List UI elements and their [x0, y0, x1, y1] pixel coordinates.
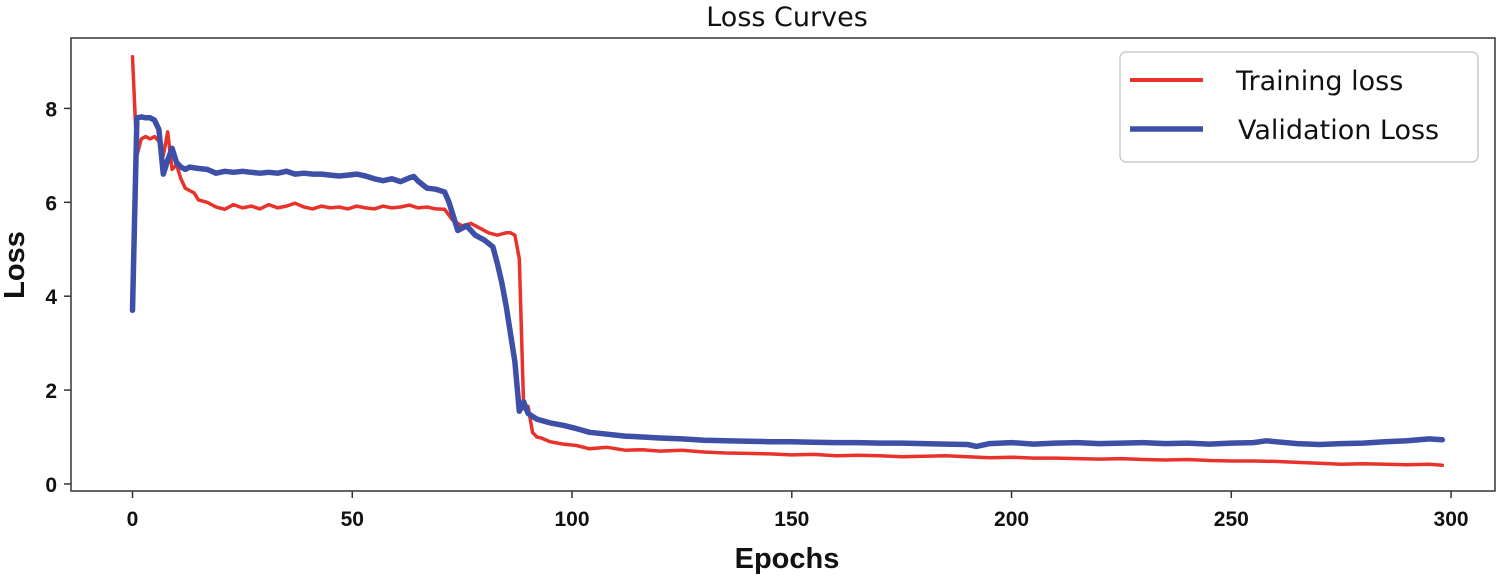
y-tick-label: 0	[45, 474, 57, 497]
legend-box	[1119, 51, 1479, 163]
y-tick-label: 8	[45, 98, 57, 121]
x-tick-label: 250	[1214, 508, 1249, 531]
x-tick-label: 200	[994, 508, 1029, 531]
legend-label-validation-loss: Validation Loss	[1238, 115, 1439, 146]
x-tick-label: 100	[555, 508, 590, 531]
y-tick-label: 4	[45, 286, 57, 309]
x-axis-label: Epochs	[735, 543, 840, 575]
axis-ticks: 0 50 100 150 200 250 300 0 2 4 6 8	[45, 98, 1468, 531]
x-tick-label: 300	[1434, 508, 1469, 531]
x-tick-label: 150	[774, 508, 809, 531]
y-tick-label: 2	[45, 380, 57, 403]
x-tick-label: 0	[127, 508, 139, 531]
series-line-training-loss	[130, 55, 1445, 467]
series-line-validation-loss	[129, 114, 1446, 450]
x-tick-label: 50	[341, 508, 364, 531]
y-tick-label: 6	[45, 192, 57, 215]
legend-label-training-loss: Training loss	[1235, 66, 1403, 97]
y-axis-label: Loss	[0, 231, 31, 299]
chart-title: Loss Curves	[706, 2, 868, 33]
series-lines	[129, 55, 1446, 467]
legend: Training loss Validation Loss	[1119, 51, 1479, 163]
